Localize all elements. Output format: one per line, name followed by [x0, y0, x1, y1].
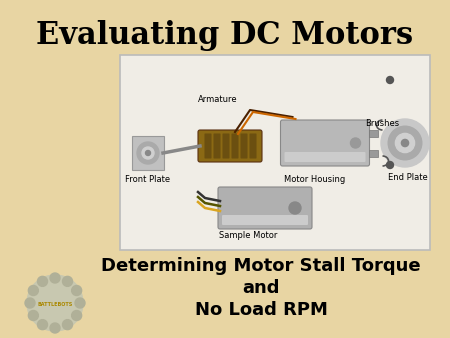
- Text: Determining Motor Stall Torque: Determining Motor Stall Torque: [101, 257, 421, 275]
- Text: BATTLEBOTS: BATTLEBOTS: [37, 303, 72, 308]
- FancyBboxPatch shape: [222, 134, 230, 159]
- Circle shape: [351, 138, 360, 148]
- Circle shape: [387, 76, 393, 83]
- Circle shape: [72, 286, 81, 295]
- Circle shape: [72, 311, 81, 320]
- Circle shape: [381, 119, 429, 167]
- FancyBboxPatch shape: [280, 120, 369, 166]
- FancyBboxPatch shape: [249, 134, 256, 159]
- Circle shape: [387, 162, 393, 169]
- Circle shape: [289, 202, 301, 214]
- Circle shape: [388, 126, 422, 160]
- FancyBboxPatch shape: [198, 130, 262, 162]
- Circle shape: [27, 275, 83, 331]
- Circle shape: [50, 323, 60, 333]
- Circle shape: [50, 273, 60, 283]
- FancyBboxPatch shape: [213, 134, 220, 159]
- Circle shape: [63, 320, 72, 330]
- FancyBboxPatch shape: [369, 129, 378, 137]
- Circle shape: [28, 286, 38, 295]
- Circle shape: [37, 320, 48, 330]
- Text: Front Plate: Front Plate: [126, 175, 171, 185]
- Circle shape: [37, 276, 48, 286]
- Text: Armature: Armature: [198, 96, 238, 104]
- Text: No Load RPM: No Load RPM: [194, 301, 328, 319]
- Circle shape: [145, 150, 150, 155]
- Circle shape: [137, 142, 159, 164]
- Circle shape: [401, 139, 409, 147]
- FancyBboxPatch shape: [369, 149, 378, 156]
- FancyBboxPatch shape: [222, 215, 308, 225]
- Text: Brushes: Brushes: [365, 120, 399, 128]
- Bar: [120, 55, 430, 250]
- Circle shape: [75, 298, 85, 308]
- FancyBboxPatch shape: [231, 134, 239, 159]
- Circle shape: [63, 276, 72, 286]
- FancyBboxPatch shape: [204, 134, 212, 159]
- Text: Sample Motor: Sample Motor: [219, 232, 277, 241]
- Text: End Plate: End Plate: [388, 173, 428, 183]
- FancyBboxPatch shape: [284, 152, 365, 162]
- Circle shape: [28, 311, 38, 320]
- FancyBboxPatch shape: [132, 136, 164, 170]
- Circle shape: [142, 147, 154, 159]
- Circle shape: [396, 134, 414, 152]
- FancyBboxPatch shape: [240, 134, 248, 159]
- Text: Motor Housing: Motor Housing: [284, 175, 346, 185]
- FancyBboxPatch shape: [218, 187, 312, 229]
- Circle shape: [25, 298, 35, 308]
- Text: and: and: [242, 279, 280, 297]
- Text: Evaluating DC Motors: Evaluating DC Motors: [36, 20, 414, 51]
